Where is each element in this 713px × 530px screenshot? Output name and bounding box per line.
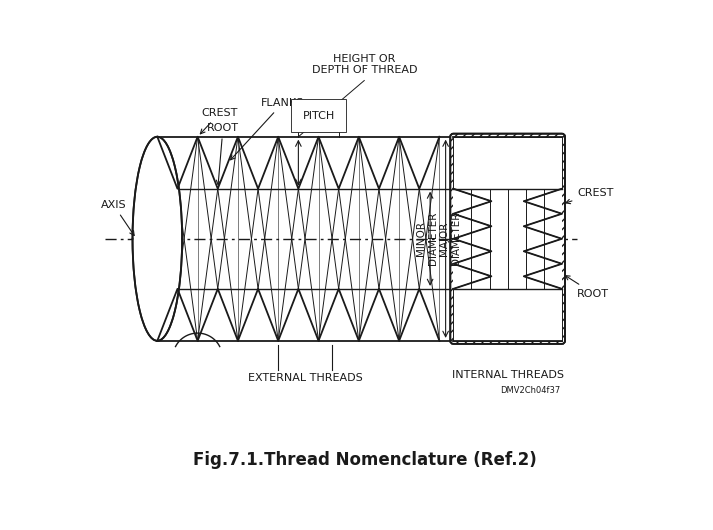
Text: AXIS: AXIS — [101, 200, 134, 235]
Text: ROOT: ROOT — [207, 123, 239, 185]
Text: HEIGHT OR
DEPTH OF THREAD: HEIGHT OR DEPTH OF THREAD — [312, 54, 417, 75]
Polygon shape — [133, 137, 182, 239]
Text: MINOR
DIAMETER: MINOR DIAMETER — [416, 212, 438, 266]
Text: INTERNAL THREADS: INTERNAL THREADS — [451, 370, 563, 381]
Text: FLANKS: FLANKS — [230, 98, 304, 160]
FancyBboxPatch shape — [451, 134, 565, 344]
Bar — [453, 137, 562, 189]
Text: CREST: CREST — [200, 108, 238, 134]
Ellipse shape — [133, 137, 182, 341]
Text: Fig.7.1.Thread Nomenclature (Ref.2): Fig.7.1.Thread Nomenclature (Ref.2) — [193, 451, 537, 469]
Text: ROOT: ROOT — [565, 276, 610, 298]
Bar — [453, 189, 562, 289]
Bar — [453, 289, 562, 341]
Text: EXTERNAL THREADS: EXTERNAL THREADS — [248, 373, 363, 383]
Bar — [453, 289, 562, 341]
Text: MAJOR
DIAMETER: MAJOR DIAMETER — [439, 212, 461, 266]
Text: CREST: CREST — [565, 189, 614, 204]
Bar — [453, 137, 562, 189]
Text: DMV2Ch04f37: DMV2Ch04f37 — [500, 386, 560, 395]
Text: PITCH: PITCH — [302, 111, 334, 121]
